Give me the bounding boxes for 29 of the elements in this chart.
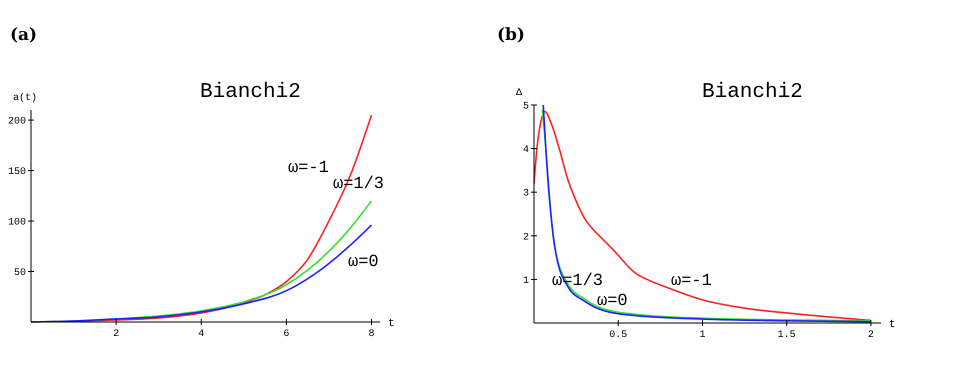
chart-title: Bianchi2: [200, 81, 301, 104]
chart-title: Bianchi2: [702, 81, 803, 104]
x-tick-label: 0.5: [609, 330, 628, 341]
y-tick-label: 2: [522, 232, 529, 244]
x-tick-label: 6: [283, 329, 290, 340]
series-label: ω=0: [348, 253, 379, 272]
x-tick-label: 4: [198, 329, 204, 340]
y-axis-title: Δ: [516, 88, 522, 99]
text: (a): [10, 25, 38, 45]
y-tick-label: 100: [8, 218, 26, 229]
series-label: ω=-1: [288, 159, 329, 178]
text: (b): [497, 25, 525, 45]
y-tick-label: 150: [8, 167, 26, 178]
y-tick-label: 4: [522, 145, 529, 156]
x-axis-title: t: [889, 319, 896, 331]
y-tick-label: 3: [522, 188, 529, 200]
y-tick-label: 5: [522, 102, 529, 112]
series-label: ω=-1: [671, 272, 712, 291]
x-tick-label: 1.5: [778, 330, 796, 341]
y-axis-title: a(t): [13, 92, 38, 104]
y-tick-label: 50: [14, 268, 26, 280]
x-tick-label: 8: [368, 329, 374, 340]
y-tick-label: 200: [8, 116, 26, 128]
y-tick-label: 1: [522, 276, 529, 287]
series-label: ω=0: [597, 292, 628, 311]
x-tick-label: 1: [699, 330, 706, 341]
x-axis-title: t: [388, 318, 395, 330]
x-tick-label: 2: [868, 330, 874, 341]
x-tick-label: 2: [113, 329, 120, 340]
